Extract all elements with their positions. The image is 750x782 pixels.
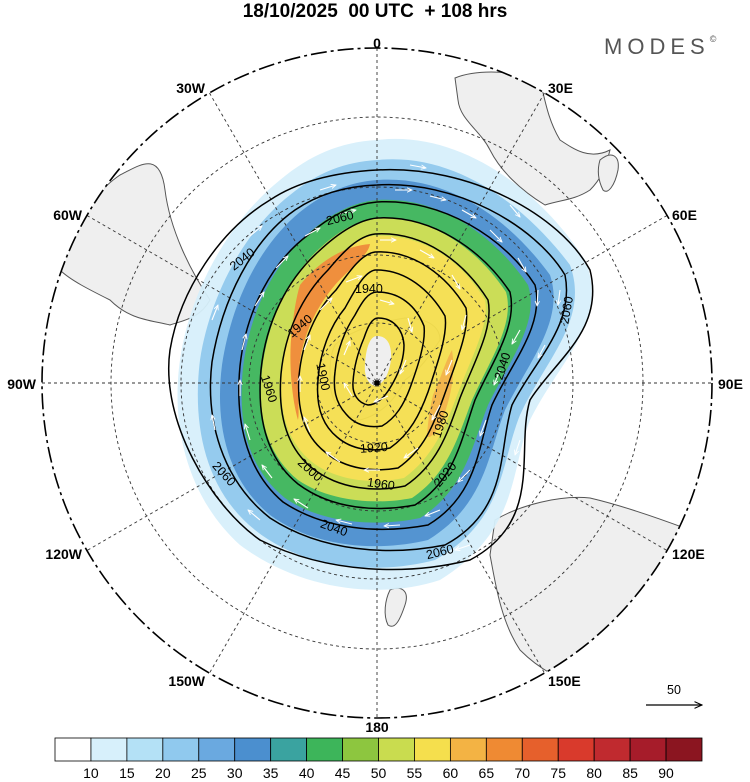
contour-label: 1960 xyxy=(366,475,396,493)
wind-speed-shading xyxy=(177,138,592,590)
new-zealand-land xyxy=(384,587,407,627)
contour-2040 xyxy=(209,183,568,552)
lon-label-90e: 90E xyxy=(718,376,743,392)
wind-vectors xyxy=(212,164,585,550)
contour-1940 xyxy=(316,269,447,451)
contour-label: 2060 xyxy=(600,189,628,203)
contour-1900 xyxy=(352,317,405,406)
lon-label-120e: 120E xyxy=(672,546,705,562)
contour-1920 xyxy=(333,291,426,428)
colorbar-swatch xyxy=(521,737,559,762)
map-border xyxy=(41,47,713,719)
colorbar-tick-label: 30 xyxy=(227,765,243,781)
colorbar-swatch xyxy=(449,737,487,762)
brand-logo: MODES© xyxy=(604,34,716,60)
colorbar-swatch xyxy=(270,737,308,762)
colorbar-swatch xyxy=(378,737,415,762)
lon-label-30e: 30E xyxy=(548,80,573,96)
colorbar-swatch xyxy=(414,737,451,762)
colorbar-tick-label: 60 xyxy=(443,765,459,781)
contour-label: 1940 xyxy=(355,282,383,296)
brand-mark: © xyxy=(709,34,717,44)
height-contours xyxy=(168,168,594,571)
reference-vector-value: 50 xyxy=(667,683,681,697)
contour-label: 2060 xyxy=(557,295,576,325)
colorbar-tick-label: 70 xyxy=(514,765,530,781)
colorbar-tick-label: 75 xyxy=(550,765,566,781)
colorbar-swatch xyxy=(342,737,379,762)
colorbar-swatch xyxy=(162,737,200,762)
brand-name: MODES xyxy=(604,34,710,59)
colorbar-tick-label: 35 xyxy=(263,765,279,781)
wind-speed-colorbar: 10 15 20 25 30 35 40 45 50 55 60 65 70 75 80 85 90 xyxy=(54,737,703,781)
colorbar-swatch xyxy=(90,737,128,762)
isotach-65 xyxy=(290,244,370,420)
contour-label: 2060 xyxy=(425,542,455,562)
contour-2000 xyxy=(259,217,513,510)
lon-label-120w: 120W xyxy=(45,546,82,562)
colorbar-tick-label: 25 xyxy=(191,765,207,781)
lon-label-60w: 60W xyxy=(53,207,83,223)
map-title: 18/10/2025 00 UTC + 108 hrs xyxy=(242,1,508,22)
lon-label-150w: 150W xyxy=(168,673,205,689)
colorbar-swatch xyxy=(54,737,92,762)
lon-label-180: 180 xyxy=(365,719,389,735)
lon-label-30w: 30W xyxy=(176,80,206,96)
lon-label-60e: 60E xyxy=(672,207,697,223)
lon-label-150e: 150E xyxy=(548,673,581,689)
contour-label: 1900 xyxy=(313,362,332,392)
colorbar-tick-label: 50 xyxy=(371,765,387,781)
colorbar-swatch xyxy=(557,737,595,762)
colorbar-swatch xyxy=(126,737,164,762)
south-america-land xyxy=(59,163,211,326)
contour-label: 2060 xyxy=(325,208,355,228)
contour-2060 xyxy=(168,168,594,571)
colorbar-tick-label: 15 xyxy=(119,765,135,781)
colorbar-swatch xyxy=(485,737,523,762)
reference-vector: 50 xyxy=(646,683,702,705)
colorbar-tick-label: 55 xyxy=(407,765,423,781)
graticule xyxy=(42,48,712,718)
contour-labels: 2060 2040 1940 1940 1900 1960 1960 1980 … xyxy=(209,189,628,562)
colorbar-tick-label: 65 xyxy=(479,765,495,781)
colorbar-swatch xyxy=(629,737,667,762)
colorbar-swatch xyxy=(593,737,631,762)
contour-label: 1960 xyxy=(380,349,408,363)
colorbar-tick-label: 45 xyxy=(335,765,351,781)
contour-2020 xyxy=(238,201,538,531)
colorbar-swatch xyxy=(306,737,343,762)
colorbar-tick-label: 85 xyxy=(622,765,638,781)
colorbar-tick-label: 80 xyxy=(586,765,602,781)
contour-label: 1920 xyxy=(360,440,389,456)
madagascar-land xyxy=(597,154,619,192)
colorbar-swatch xyxy=(198,737,236,762)
contour-1980 xyxy=(279,233,490,490)
longitude-labels: 0 30E 60E 90E 120E 150E 180 150W 120W 90… xyxy=(7,35,743,735)
colorbar-tick-label: 40 xyxy=(299,765,315,781)
colorbar-tick-label: 10 xyxy=(83,765,99,781)
colorbar-tick-label: 20 xyxy=(155,765,171,781)
colorbar-swatch xyxy=(665,737,703,762)
colorbar-swatch xyxy=(234,737,272,762)
lon-label-0: 0 xyxy=(373,35,381,51)
south-pole-marker xyxy=(374,380,380,386)
lon-label-90w: 90W xyxy=(7,376,37,392)
colorbar-tick-label: 90 xyxy=(658,765,674,781)
